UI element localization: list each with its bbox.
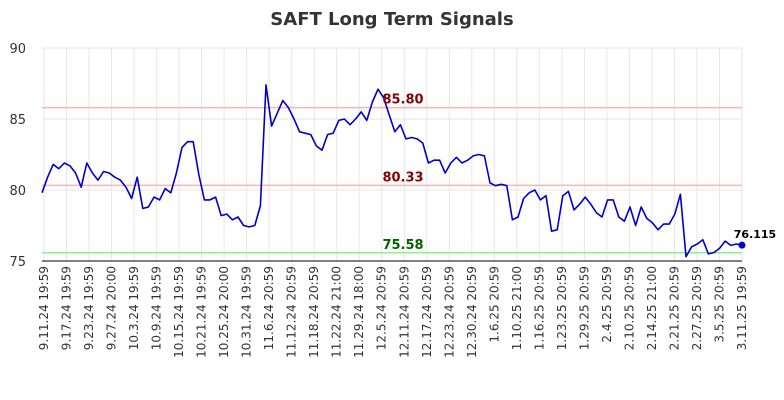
y-tick-label: 75 bbox=[9, 255, 26, 270]
series-line bbox=[41, 84, 743, 258]
x-tick-label: 11.22.24 21:00 bbox=[330, 266, 344, 358]
x-tick-label: 10.25.24 20:00 bbox=[217, 266, 231, 358]
signal-level-label: 85.80 bbox=[382, 93, 423, 108]
y-tick-label: 90 bbox=[9, 42, 26, 57]
x-tick-label: 2.4.25 20:59 bbox=[600, 266, 614, 343]
x-tick-label: 10.15.24 19:59 bbox=[172, 266, 186, 358]
y-tick-label: 80 bbox=[9, 184, 26, 199]
x-tick-label: 11.29.24 18:00 bbox=[352, 266, 366, 358]
x-tick-label: 12.5.24 20:59 bbox=[375, 266, 389, 350]
x-tick-label: 1.29.25 20:59 bbox=[577, 266, 591, 350]
x-tick-label: 12.30.24 20:59 bbox=[465, 266, 479, 358]
signal-levels bbox=[42, 106, 742, 254]
x-tick-label: 2.27.25 20:59 bbox=[690, 266, 704, 350]
y-tick-label: 85 bbox=[9, 113, 26, 128]
x-tick-label: 3.5.25 20:59 bbox=[712, 266, 726, 343]
x-tick-label: 2.21.25 20:59 bbox=[667, 266, 681, 350]
x-tick-label: 9.27.24 20:00 bbox=[105, 266, 119, 350]
signal-level-label: 75.58 bbox=[382, 238, 423, 253]
x-tick-label: 3.11.25 19:59 bbox=[735, 266, 749, 350]
x-tick-label: 1.6.25 20:59 bbox=[487, 266, 501, 343]
x-tick-label: 2.14.25 21:00 bbox=[645, 266, 659, 350]
last-point-marker bbox=[738, 241, 746, 249]
x-tick-label: 12.11.24 20:59 bbox=[397, 266, 411, 358]
x-tick-label: 1.23.25 20:59 bbox=[555, 266, 569, 350]
x-tick-label: 12.23.24 20:59 bbox=[442, 266, 456, 358]
x-tick-label: 9.11.24 19:59 bbox=[37, 266, 51, 350]
x-tick-label: 9.17.24 19:59 bbox=[60, 266, 74, 350]
grid bbox=[42, 47, 743, 262]
x-tick-label: 11.18.24 20:59 bbox=[307, 266, 321, 358]
x-tick-label: 9.23.24 19:59 bbox=[82, 266, 96, 350]
last-value-label: 76.115 bbox=[734, 228, 776, 241]
x-tick-label: 10.21.24 19:59 bbox=[195, 266, 209, 358]
series-group bbox=[41, 84, 743, 258]
x-tick-label: 2.10.25 20:59 bbox=[622, 266, 636, 350]
x-tick-label: 10.31.24 19:59 bbox=[240, 266, 254, 358]
chart-title: SAFT Long Term Signals bbox=[270, 9, 513, 30]
x-tick-label: 10.9.24 19:59 bbox=[150, 266, 164, 350]
signal-level-labels: 85.80 80.33 75.58 bbox=[382, 93, 423, 253]
x-tick-label: 10.3.24 19:59 bbox=[127, 266, 141, 350]
x-tick-label: 12.17.24 20:59 bbox=[420, 266, 434, 358]
x-tick-label: 11.12.24 20:59 bbox=[285, 266, 299, 358]
x-tick-label: 1.10.25 21:00 bbox=[510, 266, 524, 350]
last-value-group: 76.115 bbox=[734, 228, 776, 249]
x-axis-ticks: 9.11.24 19:59 9.17.24 19:59 9.23.24 19:59 9… bbox=[37, 266, 749, 358]
x-tick-label: 11.6.24 20:59 bbox=[262, 266, 276, 350]
x-tick-label: 1.16.25 20:59 bbox=[532, 266, 546, 350]
y-axis-ticks: 75 80 85 90 bbox=[9, 42, 26, 270]
signal-level-label: 80.33 bbox=[382, 170, 423, 185]
